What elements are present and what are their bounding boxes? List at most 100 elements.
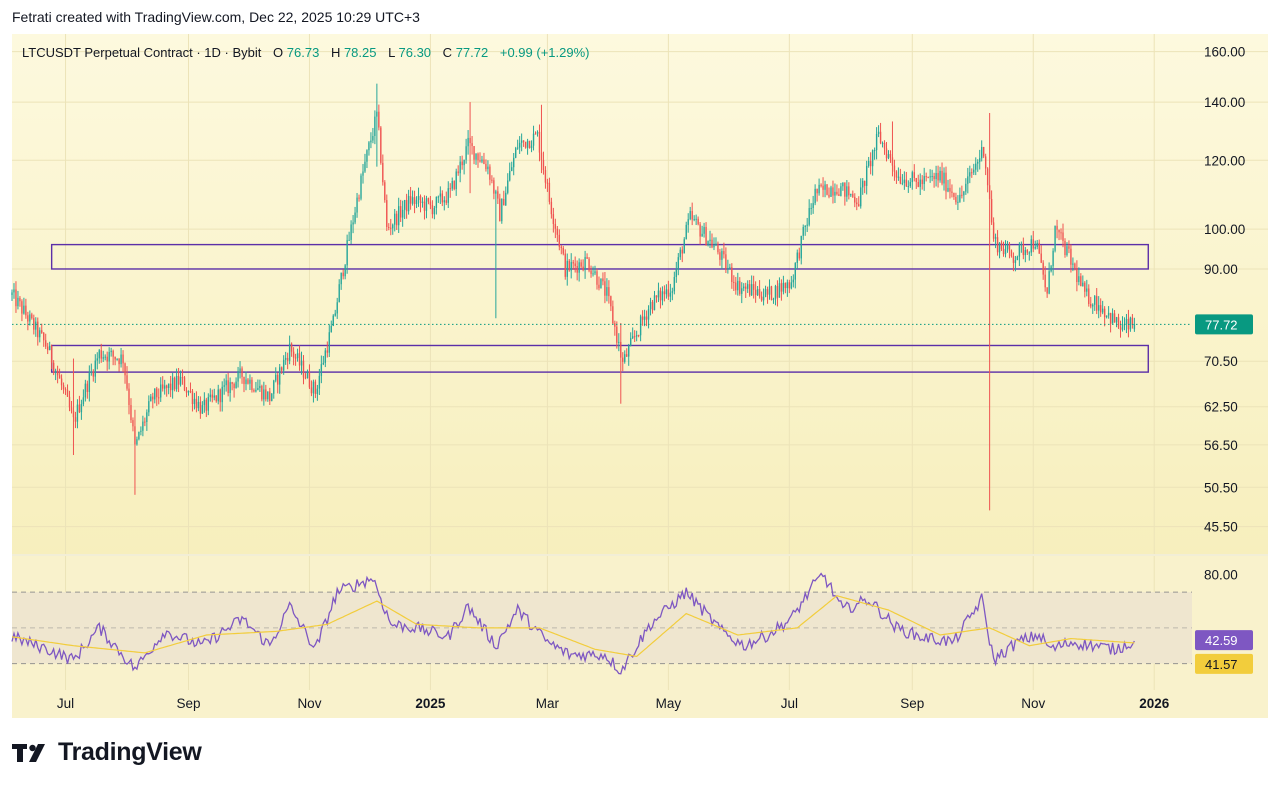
candle-body (1068, 246, 1070, 249)
candle-body (778, 283, 781, 298)
candle-body (691, 211, 693, 220)
candle-body (344, 265, 346, 277)
candle-down (453, 180, 455, 191)
candle-body (689, 211, 691, 220)
candle-body (1076, 268, 1078, 283)
candle-body (481, 159, 483, 162)
candle-body (695, 218, 697, 220)
candle-up (764, 285, 767, 298)
price-axis[interactable]: 160.00 140.00 120.00 100.00 90.00 70.50 62.50 5… (1195, 45, 1253, 535)
candle-body (957, 201, 959, 203)
candle-down (885, 142, 888, 162)
candle-down (388, 223, 390, 231)
candle-body (11, 292, 13, 296)
candle-body (768, 286, 771, 295)
candle-body (562, 247, 564, 254)
candle-down (396, 210, 398, 230)
candle-body (514, 148, 517, 158)
candle-body (330, 326, 332, 333)
candle-body (798, 252, 800, 259)
candle-down (604, 271, 606, 304)
candle-up (279, 363, 281, 394)
candle-up (397, 197, 400, 234)
candle-up (346, 234, 348, 274)
candle-body (915, 177, 917, 183)
candle-body (633, 336, 636, 338)
candle-body (110, 350, 112, 353)
candle-body (92, 371, 94, 377)
candle-down (560, 244, 562, 255)
low-label: L (388, 45, 395, 60)
candle-body (879, 131, 882, 144)
time-axis[interactable]: Jul Sep Nov 2025 Mar May Jul Sep Nov 2026 (57, 696, 1170, 711)
candle-body (241, 368, 243, 377)
candle-body (491, 179, 493, 181)
candle-body (134, 426, 136, 445)
candle-up (526, 138, 529, 155)
candle-body (697, 218, 699, 225)
close-label: C (443, 45, 452, 60)
candle-up (39, 327, 41, 343)
price-candles (11, 83, 1136, 511)
candle-up (348, 231, 350, 241)
candle-body (114, 356, 116, 360)
candle-body (576, 266, 578, 273)
candle-down (784, 282, 787, 294)
price-axis-tick-label: 62.50 (1204, 400, 1238, 415)
candle-body (792, 279, 795, 283)
candle-body (635, 335, 638, 337)
candle-body (733, 281, 735, 283)
candle-body (647, 309, 650, 320)
candle-up (1129, 316, 1132, 332)
candle-body (556, 228, 559, 235)
candle-up (812, 195, 814, 214)
candle-down (294, 353, 297, 366)
candle-body (828, 194, 830, 197)
candle-body (943, 172, 945, 184)
candle-down (265, 384, 267, 402)
candle-body (199, 401, 202, 414)
candle-up (223, 378, 225, 395)
candle-body (651, 301, 654, 311)
candle-up (154, 388, 156, 404)
candle-body (37, 321, 39, 338)
tradingview-logo[interactable]: TradingView (12, 738, 202, 767)
candle-up (530, 140, 533, 153)
chart-header: LTCUSDT Perpetual Contract · 1D · Bybit … (22, 45, 589, 60)
candle-body (215, 395, 217, 402)
candle-up (110, 347, 112, 357)
candle-up (374, 110, 376, 145)
candle-up (802, 224, 804, 240)
candle-up (271, 393, 273, 402)
candle-up (1054, 225, 1056, 253)
candle-body (191, 391, 194, 405)
candle-down (663, 285, 666, 302)
rsi-ma-value-badge (1195, 653, 1253, 674)
candle-down (1080, 273, 1082, 287)
candle-body (947, 187, 949, 192)
candle-down (844, 182, 846, 206)
candle-body (70, 407, 73, 411)
candle-down (651, 299, 654, 314)
candle-up (679, 247, 681, 260)
candle-up (842, 182, 844, 191)
candle-body (858, 204, 860, 207)
candle-body (213, 395, 215, 398)
rsi-axis[interactable]: 80.00 42.59 41.57 (1195, 567, 1253, 674)
candle-up (392, 223, 394, 235)
candle-down (489, 164, 491, 186)
candle-down (951, 184, 953, 198)
candle-body (1036, 242, 1038, 247)
candle-body (288, 343, 291, 361)
candle-body (891, 157, 894, 166)
candle-body (314, 381, 317, 394)
candle-down (358, 194, 360, 202)
candle-body (721, 251, 723, 260)
candle-down (766, 286, 769, 304)
candle-body (306, 372, 309, 378)
candle-up (693, 215, 695, 222)
candle-down (1131, 314, 1134, 329)
candle-body (869, 161, 872, 167)
candle-down (1044, 266, 1046, 292)
